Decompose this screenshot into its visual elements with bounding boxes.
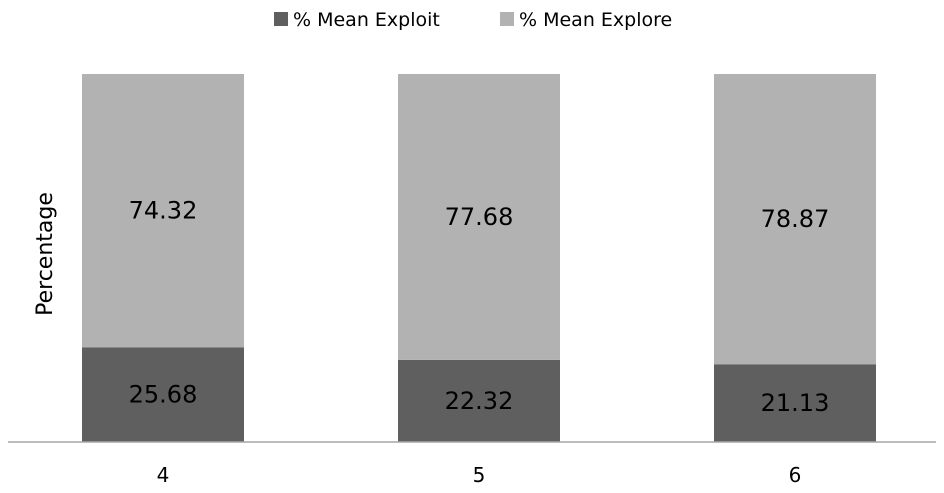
bar-explore-6: [714, 74, 876, 365]
legend-label-explore: % Mean Explore: [519, 9, 672, 31]
legend-swatch-explore: [500, 12, 514, 26]
bar-explore-5: [398, 74, 560, 360]
x-tick-label-6: 6: [789, 463, 802, 487]
data-label-explore-5: 77.68: [445, 203, 514, 231]
x-tick-label-4: 4: [157, 463, 170, 487]
data-label-exploit-4: 25.68: [129, 381, 198, 409]
legend: % Mean Exploit % Mean Explore: [274, 9, 672, 31]
legend-label-exploit: % Mean Exploit: [293, 9, 440, 31]
legend-swatch-exploit: [274, 12, 288, 26]
bar-exploit-4: [82, 347, 244, 442]
bar-explore-4: [82, 74, 244, 348]
bars: 25.68 74.32 22.32 77.68 21.13 78.87: [82, 74, 876, 442]
data-label-exploit-6: 21.13: [761, 389, 830, 417]
bar-exploit-6: [714, 364, 876, 442]
data-label-explore-6: 78.87: [761, 205, 830, 233]
x-tick-label-5: 5: [473, 463, 486, 487]
data-label-explore-4: 74.32: [129, 197, 198, 225]
bar-exploit-5: [398, 359, 560, 442]
data-label-exploit-5: 22.32: [445, 387, 514, 415]
y-axis-label: Percentage: [33, 192, 58, 316]
x-tick-labels: 4 5 6: [157, 463, 802, 487]
